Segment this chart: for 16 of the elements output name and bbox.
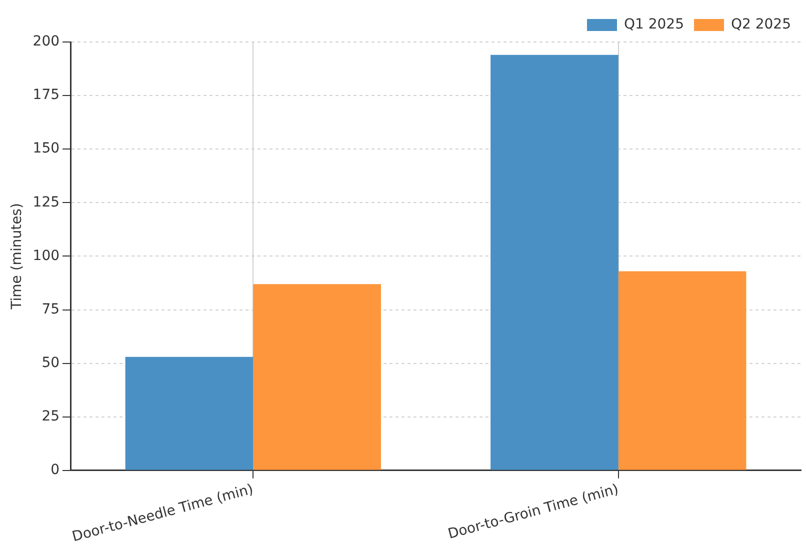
y-tick-label: 125 xyxy=(32,194,60,210)
legend-label: Q2 2025 xyxy=(730,16,792,33)
y-tick-label: 100 xyxy=(32,248,60,264)
y-tick-label: 175 xyxy=(32,87,60,104)
bar xyxy=(125,356,254,470)
y-axis-title: Time (minutes) xyxy=(9,203,26,310)
legend-label: Q1 2025 xyxy=(624,16,684,33)
y-tick-label: 0 xyxy=(50,462,60,478)
y-tick-label: 50 xyxy=(42,354,60,371)
bar xyxy=(253,284,381,470)
bar xyxy=(618,271,746,470)
y-tick-label: 150 xyxy=(32,140,60,157)
y-tick-label: 75 xyxy=(42,301,60,318)
y-tick-label: 200 xyxy=(32,34,60,50)
bar xyxy=(490,54,618,470)
y-tick-label: 25 xyxy=(42,408,60,425)
